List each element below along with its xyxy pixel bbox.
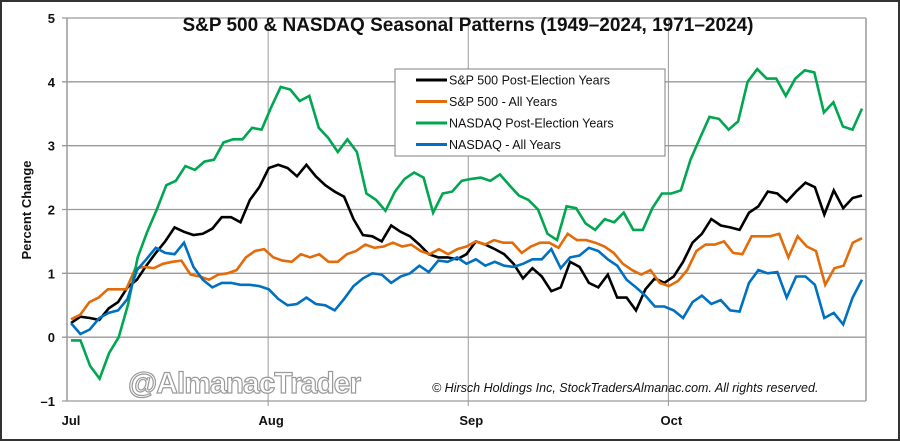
x-tick-labels: Jul Aug Sep Oct: [62, 413, 683, 428]
y-axis-label: Percent Change: [19, 161, 34, 260]
y-tick-label: 4: [48, 75, 56, 90]
y-tick-labels: 5 4 3 2 1 0 –1: [41, 11, 56, 409]
legend-box: [394, 68, 666, 157]
legend-label: NASDAQ - All Years: [449, 138, 561, 152]
axes: [66, 18, 867, 401]
legend: S&P 500 Post-Election Years S&P 500 - All…: [394, 68, 666, 157]
x-tick-label: Aug: [258, 413, 283, 428]
chart-title: S&P 500 & NASDAQ Seasonal Patterns (1949…: [182, 15, 753, 36]
y-tick-label: 1: [48, 266, 55, 281]
series-line-3: [70, 240, 864, 336]
y-tick-label: 3: [48, 139, 55, 154]
watermark: @AlmanacTrader: [128, 367, 361, 400]
x-tick-label: Sep: [459, 413, 483, 428]
y-tick-label: 5: [48, 11, 55, 26]
copyright-notice: © Hirsch Holdings Inc, StockTradersAlman…: [432, 381, 818, 395]
legend-label: S&P 500 - All Years: [449, 95, 557, 109]
series-line-2: [71, 67, 864, 382]
x-tick-label: Oct: [661, 413, 683, 428]
y-tick-label: –1: [41, 394, 55, 409]
series-line-0: [70, 162, 863, 325]
series-line-1: [70, 231, 863, 321]
y-tick-label: 0: [48, 330, 55, 345]
legend-label: NASDAQ Post-Election Years: [449, 117, 614, 131]
legend-label: S&P 500 Post-Election Years: [449, 74, 610, 88]
y-tick-label: 2: [48, 203, 55, 218]
series-lines: [70, 67, 864, 382]
x-tick-label: Jul: [62, 413, 81, 428]
